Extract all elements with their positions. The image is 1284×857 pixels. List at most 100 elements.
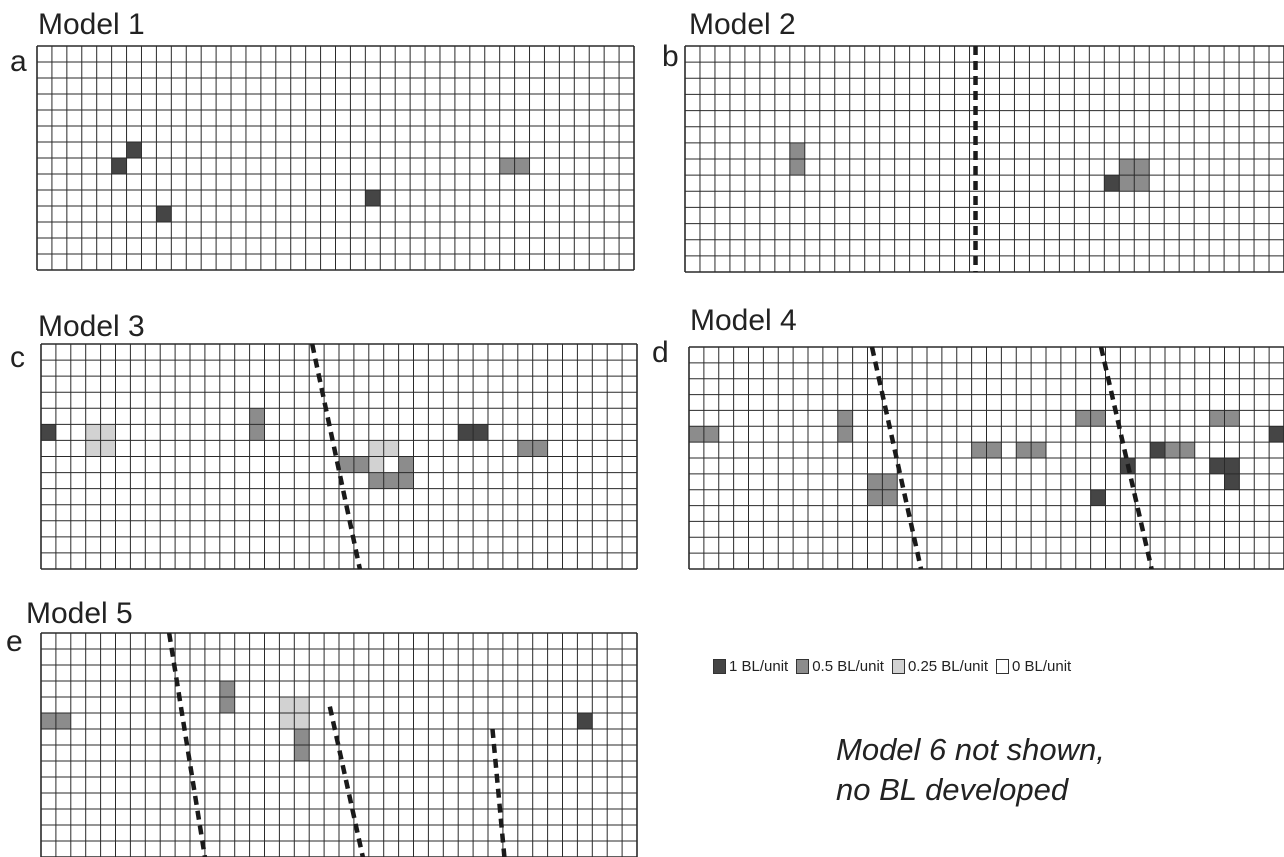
bl-cell: [294, 697, 310, 713]
legend-item-0-5: 0.5 BL/unit: [796, 658, 884, 675]
model-5-title: Model 5: [26, 597, 133, 630]
bl-cell: [55, 713, 71, 729]
note-line-1: Model 6 not shown,: [836, 732, 1105, 767]
model-4-title: Model 4: [690, 304, 797, 337]
bl-cell: [1224, 410, 1240, 427]
bl-cell: [383, 472, 399, 489]
bl-cell: [1016, 442, 1032, 458]
bl-cell: [867, 473, 883, 490]
bl-cell: [156, 206, 172, 222]
fault-line: [490, 728, 507, 857]
bl-cell: [294, 713, 310, 729]
bl-cell: [219, 681, 235, 697]
bl-cell: [789, 159, 805, 176]
bl-cell: [126, 142, 142, 158]
bl-cell: [1119, 175, 1135, 192]
panel-letter-c: c: [10, 341, 25, 374]
bl-cell: [1119, 159, 1135, 176]
bl-cell: [1224, 473, 1240, 490]
bl-cell: [41, 713, 56, 729]
bl-cell: [703, 426, 719, 443]
model-5-grid: [40, 632, 638, 857]
fault-line: [869, 346, 924, 570]
legend-label-0-25: 0.25 BL/unit: [907, 657, 988, 675]
bl-cell: [882, 473, 898, 490]
bl-cell: [1090, 489, 1106, 506]
bl-cell: [398, 472, 414, 489]
fault-line: [309, 343, 363, 570]
legend-item-0: 0 BL/unit: [996, 658, 1071, 675]
bl-cell: [1134, 159, 1150, 176]
legend-swatch-1: [713, 658, 726, 674]
bl-cell: [353, 456, 369, 473]
panel-letter-a: a: [10, 45, 27, 78]
legend-swatch-0-5: [796, 658, 810, 674]
bl-cell: [294, 729, 310, 745]
bl-cell: [473, 424, 488, 441]
bl-cell: [867, 489, 883, 506]
panel-letter-b: b: [662, 40, 679, 73]
bl-cell: [517, 440, 533, 457]
bl-cell: [1134, 175, 1150, 192]
model-3-grid: [40, 343, 638, 570]
bl-cell: [279, 713, 295, 729]
bl-cell: [1165, 442, 1180, 458]
bl-cell: [882, 489, 898, 506]
bl-cell: [368, 456, 384, 473]
bl-cell: [837, 426, 853, 443]
bl-cell: [100, 440, 116, 457]
bl-cell: [986, 442, 1002, 458]
bl-cell: [1269, 426, 1284, 443]
legend-swatch-0: [996, 658, 1009, 674]
bl-cell: [1150, 442, 1165, 458]
bl-cell: [365, 190, 381, 206]
panel-letter-e: e: [6, 625, 23, 658]
bl-cell: [1209, 410, 1225, 427]
bl-cell: [532, 440, 548, 457]
model-1-title: Model 1: [38, 8, 145, 41]
fault-line: [327, 706, 366, 857]
legend-label-0-5: 0.5 BL/unit: [812, 657, 884, 675]
bl-cell: [1104, 175, 1120, 192]
model-4-grid: [688, 346, 1284, 570]
bl-cell: [458, 424, 474, 441]
bl-cell: [100, 424, 116, 441]
bl-cell: [85, 440, 101, 457]
legend-item-1: 1 BL/unit: [713, 658, 788, 675]
bl-cell: [368, 440, 384, 457]
legend-item-0-25: 0.25 BL/unit: [891, 657, 988, 675]
bl-cell: [249, 408, 265, 425]
fault-line: [1098, 346, 1154, 570]
bl-cell: [41, 424, 56, 441]
legend-label-1: 1 BL/unit: [729, 657, 789, 675]
bl-cell: [85, 424, 101, 441]
bl-cell: [398, 456, 414, 473]
bl-cell: [1075, 410, 1091, 427]
bl-cell: [1224, 458, 1240, 474]
bl-cell: [1031, 442, 1046, 458]
bl-cell: [279, 697, 295, 713]
model-3-title: Model 3: [38, 310, 145, 343]
bl-cell: [219, 697, 235, 713]
bl-cell: [499, 158, 515, 174]
bl-cell: [339, 456, 354, 473]
bl-cell: [383, 440, 399, 457]
legend: 1 BL/unit 0.5 BL/unit 0.25 BL/unit 0 BL/…: [713, 656, 1079, 676]
model-2-title: Model 2: [689, 8, 796, 41]
bl-cell: [514, 158, 530, 174]
model-6-note: Model 6 not shown, no BL developed: [836, 730, 1105, 810]
panel-letter-d: d: [652, 336, 669, 369]
bl-cell: [1090, 410, 1106, 427]
note-line-2: no BL developed: [836, 772, 1069, 807]
bl-cell: [789, 142, 805, 159]
bl-cell: [1209, 458, 1225, 474]
fault-line: [166, 632, 208, 857]
model-1-grid: [36, 45, 635, 271]
bl-cell: [689, 426, 704, 443]
bl-cell: [837, 410, 853, 427]
bl-cell: [249, 424, 265, 441]
legend-swatch-0-25: [891, 658, 905, 674]
bl-cell: [294, 745, 310, 761]
legend-label-0: 0 BL/unit: [1012, 657, 1072, 675]
bl-cell: [1179, 442, 1195, 458]
